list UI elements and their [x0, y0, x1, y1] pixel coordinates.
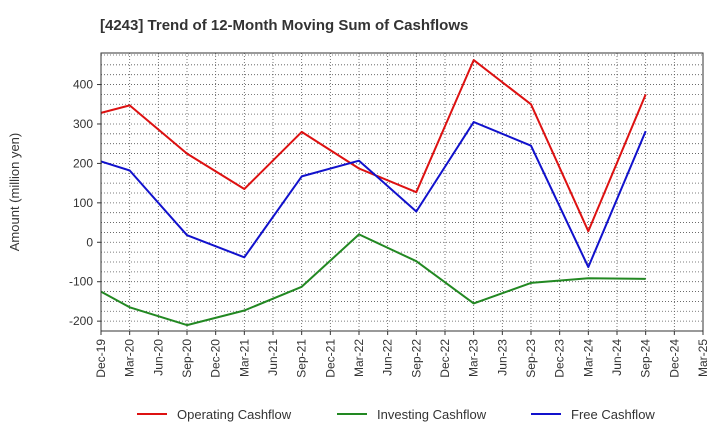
x-tick-label: Sep-24 — [639, 339, 653, 378]
y-axis-label: Amount (million yen) — [7, 133, 22, 252]
y-tick-label: -100 — [69, 275, 93, 289]
x-tick-label: Jun-23 — [495, 339, 509, 376]
y-tick-label: -200 — [69, 314, 93, 328]
x-tick-label: Sep-23 — [524, 339, 538, 378]
x-tick-label: Jun-22 — [381, 339, 395, 376]
x-tick-label: Dec-21 — [323, 339, 337, 378]
x-tick-label: Sep-20 — [180, 339, 194, 378]
legend-label-operating-cashflow: Operating Cashflow — [177, 407, 292, 422]
legend-label-investing-cashflow: Investing Cashflow — [377, 407, 487, 422]
x-tick-label: Dec-23 — [553, 339, 567, 378]
x-tick-label: Jun-20 — [151, 339, 165, 376]
legend-label-free-cashflow: Free Cashflow — [571, 407, 655, 422]
chart-title: [4243] Trend of 12-Month Moving Sum of C… — [100, 17, 468, 34]
x-axis: Dec-19 Mar-20 Jun-20 Sep-20 Dec-20 Mar-21 Jun-… — [94, 331, 710, 378]
x-tick-label: Mar-20 — [123, 339, 137, 377]
series-line-operating-cashflow — [100, 59, 647, 233]
x-tick-label: Jun-21 — [266, 339, 280, 376]
grid — [100, 53, 704, 331]
x-tick-label: Sep-21 — [295, 339, 309, 378]
y-tick-label: 0 — [86, 235, 93, 249]
x-tick-label: Mar-24 — [581, 339, 595, 377]
x-tick-label: Dec-24 — [667, 339, 681, 378]
y-tick-label: 300 — [73, 117, 93, 131]
y-tick-label: 200 — [73, 156, 93, 170]
y-axis: -200 -100 0 100 200 300 400 — [69, 78, 101, 328]
x-tick-label: Mar-22 — [352, 339, 366, 377]
x-tick-label: Mar-21 — [237, 339, 251, 377]
series-line-free-cashflow — [100, 121, 647, 269]
series-line-investing-cashflow — [100, 233, 646, 327]
y-tick-label: 400 — [73, 78, 93, 92]
x-tick-label: Dec-22 — [438, 339, 452, 378]
y-tick-label: 100 — [73, 196, 93, 210]
plot-frame — [100, 52, 704, 332]
series-group — [100, 59, 647, 327]
legend: Operating Cashflow Investing Cashflow Free… — [137, 407, 655, 422]
x-tick-label: Mar-25 — [696, 339, 710, 377]
x-tick-label: Jun-24 — [610, 339, 624, 376]
x-tick-label: Mar-23 — [467, 339, 481, 377]
x-tick-label: Dec-19 — [94, 339, 108, 378]
x-tick-label: Sep-22 — [409, 339, 423, 378]
x-tick-label: Dec-20 — [209, 339, 223, 378]
